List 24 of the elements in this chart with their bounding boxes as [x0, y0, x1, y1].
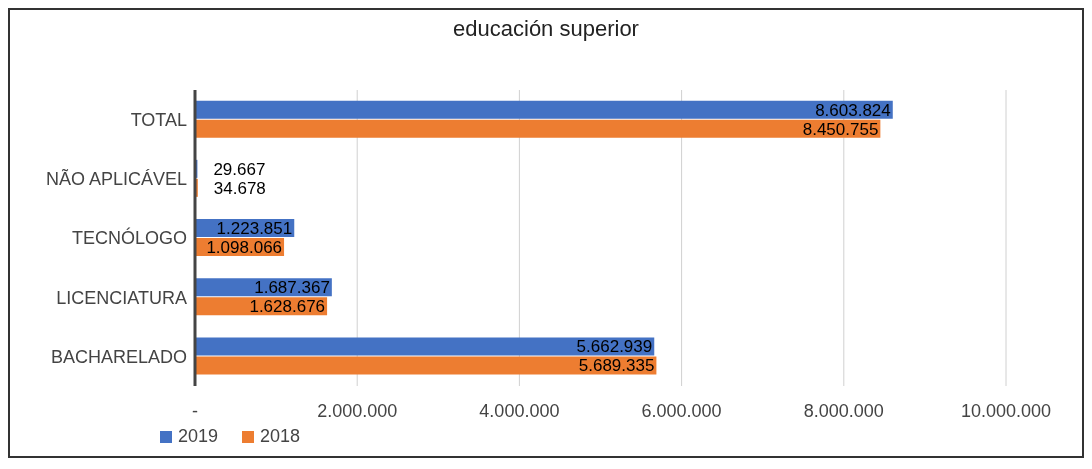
legend-label: 2018: [259, 426, 301, 447]
y-tick-label: LICENCIATURA: [56, 287, 187, 308]
data-label: 8.603.824: [815, 100, 891, 120]
x-tick-label: 4.000.000: [479, 400, 560, 421]
data-label: 5.689.335: [578, 356, 655, 376]
data-label: 5.662.939: [576, 337, 653, 357]
data-label: 1.687.367: [254, 278, 330, 298]
x-tick-label: 8.000.000: [803, 400, 884, 421]
data-label: 1.628.676: [249, 297, 326, 317]
x-tick-label: 2.000.000: [317, 400, 398, 421]
data-label: 1.098.066: [206, 238, 283, 258]
data-label: 34.678: [213, 178, 266, 198]
y-tick-label: NÃO APLICÁVEL: [45, 168, 187, 190]
data-label: 29.667: [213, 159, 266, 179]
chart-title: educación superior: [452, 15, 640, 43]
x-tick-label: 6.000.000: [641, 400, 722, 421]
data-label: 1.223.851: [216, 219, 293, 239]
x-tick-label: -: [192, 400, 198, 421]
y-tick-label: TOTAL: [130, 109, 187, 130]
y-tick-label: TECNÓLOGO: [71, 227, 187, 249]
data-label: 8.450.755: [802, 119, 879, 139]
legend-label: 2019: [177, 426, 219, 447]
x-tick-label: 10.000.000: [960, 400, 1052, 421]
y-tick-label: BACHARELADO: [50, 346, 187, 367]
